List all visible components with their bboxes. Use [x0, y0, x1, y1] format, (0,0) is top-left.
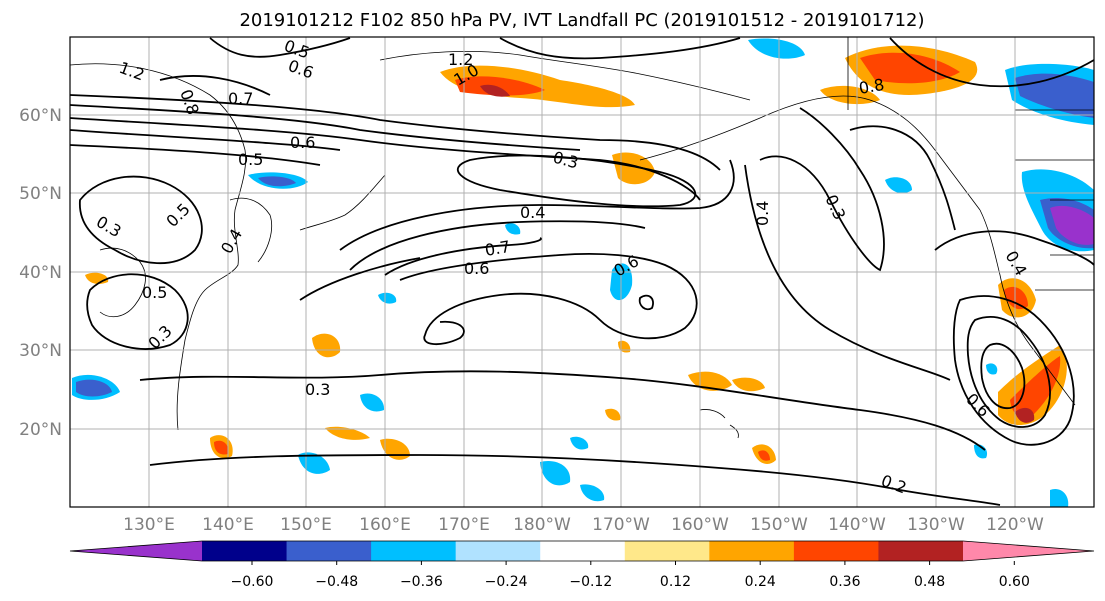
colorbar-tick-label: −0.60 [231, 574, 274, 590]
contour-label: 0.5 [142, 283, 167, 302]
contour-label: 0.7 [483, 237, 511, 260]
lon-tick-label: 150°W [750, 515, 808, 535]
colorbar-tick-label: 0.48 [914, 574, 945, 590]
colorbar-bin [202, 541, 288, 561]
lon-tick-label: 130°E [123, 515, 175, 535]
colorbar-tick-label: 0.36 [829, 574, 860, 590]
colorbar-bin [624, 541, 710, 561]
lon-tick-label: 150°E [280, 515, 332, 535]
colorbar-tick-label: 0.12 [660, 574, 691, 590]
contour-label: 0.5 [238, 150, 263, 169]
colorbar-bin [878, 541, 964, 561]
colorbar-tick-label: −0.36 [400, 574, 443, 590]
colorbar-bin [709, 541, 795, 561]
lat-tick-label: 60°N [19, 106, 62, 126]
colorbar-tick-label: 0.60 [999, 574, 1030, 590]
colorbar-extend-low [70, 541, 202, 561]
positive-shading [85, 45, 1067, 464]
contour-label: 0.3 [305, 380, 330, 399]
contour-label: 0.4 [753, 201, 772, 226]
coastlines [69, 37, 1094, 439]
contour-label: 0.8 [857, 75, 885, 98]
colorbar-tick-label: 0.24 [745, 574, 776, 590]
lon-tick-label: 130°W [907, 515, 965, 535]
colorbar-bin [371, 541, 457, 561]
contour-label: 0.7 [228, 89, 253, 108]
lon-tick-label: 140°E [202, 515, 254, 535]
colorbar-tick-label: −0.48 [315, 574, 358, 590]
lon-tick-label: 180°W [513, 515, 571, 535]
lon-tick-label: 140°W [828, 515, 886, 535]
lat-tick-label: 30°N [19, 341, 62, 361]
figure-title: 2019101212 F102 850 hPa PV, IVT Landfall… [239, 10, 924, 31]
gridlines [70, 37, 1094, 507]
pv-contours [69, 37, 1095, 506]
lon-tick-label: 160°W [671, 515, 729, 535]
colorbar-extend-high [963, 541, 1094, 561]
colorbar-tick-label: −0.12 [569, 574, 612, 590]
colorbar-outline [69, 540, 1095, 562]
lat-tick-label: 20°N [19, 420, 62, 440]
colorbar-bin [793, 541, 879, 561]
lat-axis: 60°N 50°N 40°N 30°N 20°N [19, 106, 62, 440]
lon-tick-label: 170°E [438, 515, 490, 535]
colorbar-bin [540, 541, 626, 561]
colorbar: −0.60 −0.48 −0.36 −0.24 −0.12 0.12 0.24 0.36 0.4… [69, 540, 1095, 590]
colorbar-bin [286, 541, 372, 561]
contour-label: 0.6 [290, 133, 315, 152]
map-frame [69, 36, 1095, 508]
lon-tick-label: 120°W [986, 515, 1044, 535]
colorbar-bin [455, 541, 541, 561]
lon-tick-label: 160°E [359, 515, 411, 535]
lat-tick-label: 50°N [19, 184, 62, 204]
contour-label: 1.2 [448, 50, 473, 69]
contour-label: 0.4 [520, 203, 545, 222]
contour-label: 0.6 [464, 259, 489, 278]
lat-tick-label: 40°N [19, 263, 62, 283]
colorbar-tick-label: −0.24 [485, 574, 528, 590]
lon-tick-label: 170°W [592, 515, 650, 535]
lon-axis: 130°E 140°E 150°E 160°E 170°E 180°W 170°… [123, 515, 1044, 535]
